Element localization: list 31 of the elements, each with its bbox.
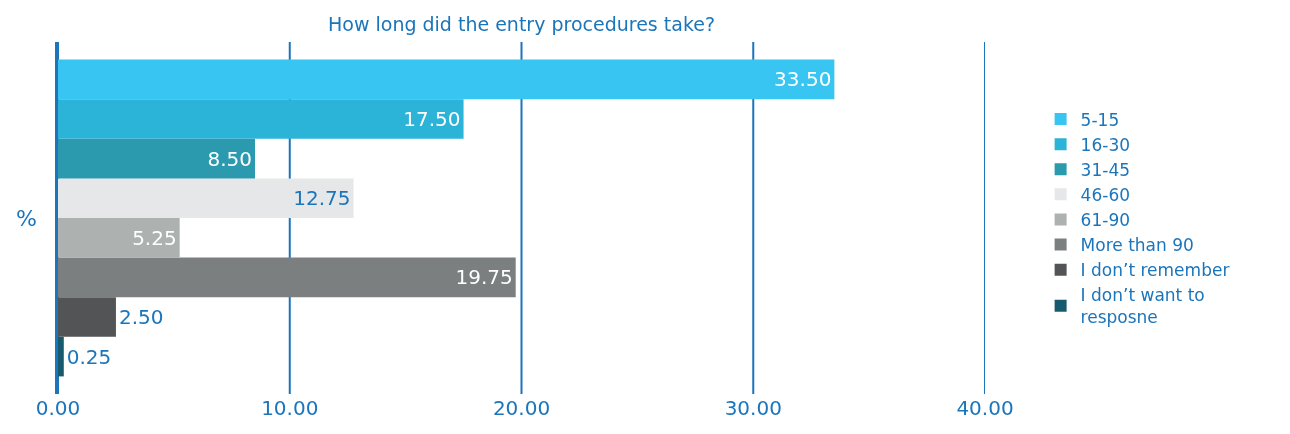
data-label: 19.75 [455,265,513,290]
x-tick-label: 20.00 [492,396,551,420]
bar [58,59,835,100]
legend-label: 61-90 [1080,210,1131,231]
legend-label: I don’t remember [1080,260,1230,281]
legend-label: 16-30 [1080,134,1131,155]
data-label: 33.50 [774,67,832,92]
data-label: 12.75 [293,186,351,211]
chart-title: How long did the entry procedures take? [327,12,716,35]
bar [58,218,180,258]
data-label: 17.50 [403,107,461,131]
bar [58,138,255,179]
legend-label: More than 90 [1080,235,1194,256]
bar [58,99,464,139]
legend-label: I don’t want to resposne [1080,285,1205,328]
legend-label: 31-45 [1080,159,1131,180]
bar [58,297,116,337]
legend-label: 46-60 [1080,184,1131,205]
data-label: 5.25 [132,225,177,250]
x-tick-label: 30.00 [724,396,782,420]
bar [58,178,354,218]
data-label: 8.50 [207,146,252,171]
legend-label: 5-15 [1080,109,1120,130]
x-tick-label: 40.00 [956,396,1014,420]
x-tick-label: 10.00 [261,396,319,420]
bar [58,257,516,298]
data-label: 2.50 [118,305,164,329]
data-label: 0.25 [66,344,112,369]
bar [58,336,64,377]
y-axis-title: % [16,206,37,231]
x-tick-label: 0.00 [35,396,81,420]
